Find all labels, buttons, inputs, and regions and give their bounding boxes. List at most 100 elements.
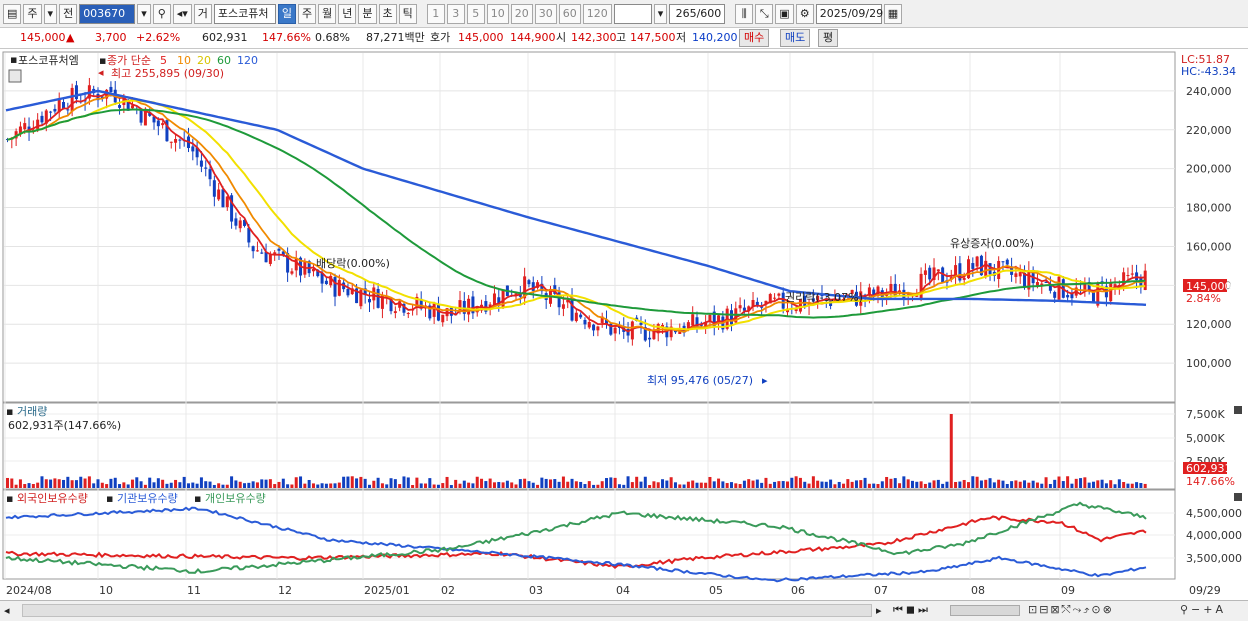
volume-bar [393, 479, 397, 488]
legend-institution[interactable]: 기관보유수량 [117, 492, 178, 505]
high-price: 147,500 [630, 31, 676, 44]
volume-bar [329, 483, 333, 488]
interval-120[interactable]: 120 [582, 3, 612, 24]
volume-bar [122, 482, 126, 488]
volume-bar [161, 479, 165, 488]
volume-bar [872, 483, 876, 488]
volume-bar [617, 484, 621, 488]
chart-title[interactable]: 포스코퓨처엠 [18, 54, 79, 67]
scroll-track[interactable] [22, 604, 872, 617]
volume-bar [1117, 479, 1121, 488]
calendar-icon[interactable]: ▦ [883, 3, 903, 24]
candle-body [118, 105, 122, 108]
interval-20[interactable]: 20 [510, 3, 533, 24]
table-icon[interactable] [8, 69, 22, 83]
interval-3[interactable]: 3 [446, 3, 465, 24]
square-icon-3: ▪ [6, 405, 13, 418]
interval-30[interactable]: 30 [534, 3, 557, 24]
candle-body [630, 321, 634, 340]
square-icon-5: ▪ [106, 492, 113, 505]
search-icon[interactable]: ⚲ [152, 3, 171, 24]
save-icon[interactable]: ▣ [775, 3, 794, 24]
period-weekly[interactable]: 주 [298, 3, 317, 24]
eval-button[interactable]: 평 [818, 29, 839, 47]
candle-type-icon[interactable]: ⫼ [735, 3, 754, 24]
scroll-bar[interactable]: ◂ ▸ ⏮◼⏭ ⊡⊟⊠⤲⤳⤴⊙⊗ ⚲−+A [0, 600, 1248, 621]
volume-current: 602,931주(147.66%) [8, 419, 121, 432]
volume-bar [738, 484, 742, 488]
volume-bar [178, 482, 182, 488]
interval-10[interactable]: 10 [486, 3, 509, 24]
legend-retail[interactable]: 개인보유수량 [205, 492, 266, 505]
candle-body [251, 246, 255, 252]
period-tick[interactable]: 틱 [398, 3, 417, 24]
count-input[interactable]: 265/600 [669, 3, 726, 24]
zoom-controls-icon[interactable]: ⚲−+A [1180, 603, 1227, 616]
volume-bar [936, 479, 940, 488]
draw-tool-icon[interactable]: ⤡ [755, 3, 774, 24]
chart-canvas[interactable]: 100,000120,000140,000160,000180,000200,0… [0, 49, 1248, 600]
period-minute[interactable]: 분 [358, 3, 377, 24]
volume-title[interactable]: 거래량 [17, 405, 47, 418]
volume-bar [350, 476, 354, 488]
date-input[interactable]: 2025/09/29 [815, 3, 883, 24]
scroll-left-icon[interactable]: ◂ [4, 604, 10, 617]
holdings-panel-close-icon[interactable] [1234, 493, 1242, 501]
candle-body [148, 112, 152, 116]
candle-body [867, 287, 871, 296]
period-monthly[interactable]: 월 [318, 3, 337, 24]
market-dropdown-icon[interactable]: ▾ [43, 3, 58, 24]
market-select[interactable]: 주 [23, 3, 42, 24]
candle-body [760, 306, 764, 308]
candle-body [1014, 273, 1018, 277]
candle-body [445, 308, 449, 317]
candle-body [1023, 273, 1027, 288]
volume-bar [777, 481, 781, 488]
settings-gear-icon[interactable]: ⚙ [795, 3, 814, 24]
legend-ma5[interactable]: 5 [160, 54, 167, 67]
interval-1[interactable]: 1 [426, 3, 445, 24]
legend-ma120[interactable]: 120 [237, 54, 258, 67]
playback-controls-icon[interactable]: ⏮◼⏭ [893, 603, 931, 616]
sound-icon[interactable]: ◂▾ [172, 3, 192, 24]
interval-60[interactable]: 60 [558, 3, 581, 24]
candle-body [669, 326, 673, 338]
period-yearly[interactable]: 년 [338, 3, 357, 24]
code-dropdown-icon[interactable]: ▾ [137, 3, 151, 24]
low-price: 140,200 [692, 31, 738, 44]
stock-name-field[interactable]: 포스코퓨처 [213, 3, 276, 24]
candle-body [62, 102, 66, 109]
candle-body [212, 180, 216, 197]
volume-bar [359, 476, 363, 488]
interval-5[interactable]: 5 [466, 3, 485, 24]
legend-close[interactable]: 종가 단순 [107, 54, 151, 67]
candle-body [643, 327, 647, 341]
scroll-right-icon[interactable]: ▸ [876, 604, 882, 617]
prev-button[interactable]: 전 [59, 3, 78, 24]
legend-foreign[interactable]: 외국인보유수량 [17, 492, 88, 505]
custom-interval-input[interactable] [613, 3, 652, 24]
candle-body [984, 260, 988, 278]
interval-dropdown-icon[interactable]: ▾ [653, 3, 668, 24]
volume-panel-close-icon[interactable] [1234, 406, 1242, 414]
drawing-tools-icon[interactable]: ⊡⊟⊠⤲⤳⤴⊙⊗ [1028, 603, 1114, 616]
candle-body [1113, 284, 1117, 286]
legend-ma10[interactable]: 10 [177, 54, 191, 67]
period-second[interactable]: 초 [378, 3, 397, 24]
volume-bar [100, 482, 104, 488]
candle-body [191, 146, 195, 152]
legend-ma60[interactable]: 60 [217, 54, 231, 67]
code-input[interactable]: 003670 [79, 3, 136, 24]
chart-menu-icon[interactable]: ▤ [3, 3, 22, 24]
legend-ma20[interactable]: 20 [197, 54, 211, 67]
buy-button[interactable]: 매수 [739, 29, 770, 47]
period-daily[interactable]: 일 [277, 3, 297, 24]
candle-body [286, 253, 290, 273]
volume-bar [316, 484, 320, 488]
candle-body [531, 282, 535, 291]
volume-bar [1126, 483, 1130, 488]
sell-button[interactable]: 매도 [780, 29, 811, 47]
name-button[interactable]: 거 [193, 3, 212, 24]
zoom-slider[interactable] [950, 605, 1020, 616]
price-change: 3,700 [95, 31, 127, 44]
